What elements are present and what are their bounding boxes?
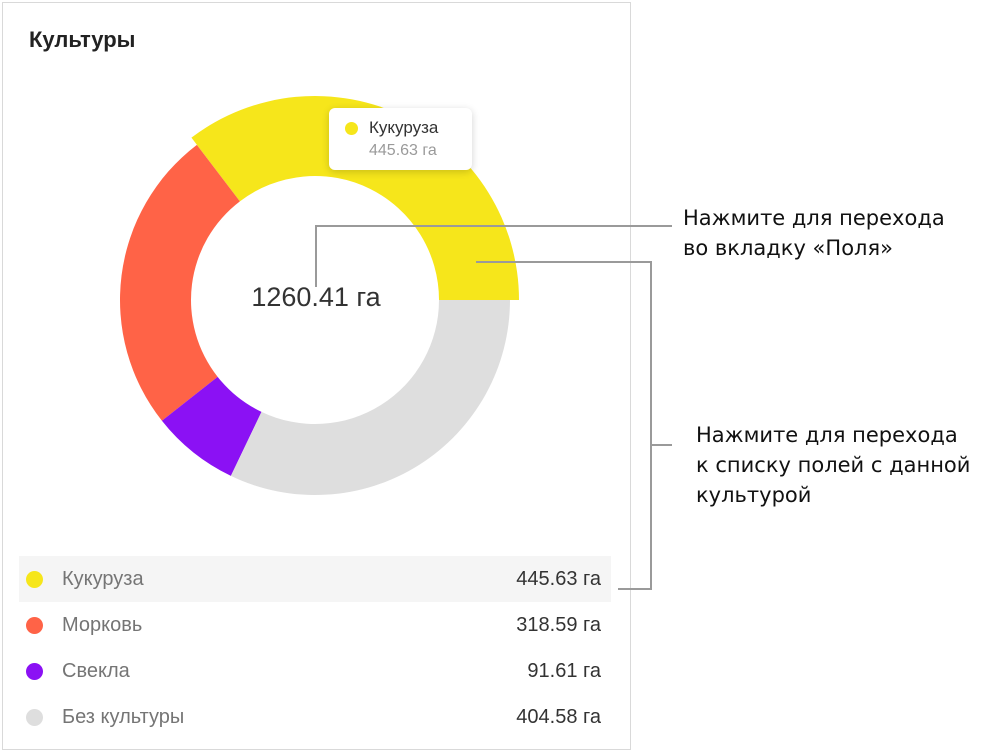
crops-legend: Кукуруза 445.63 га Морковь 318.59 га Све… (19, 556, 611, 740)
legend-color-dot (26, 570, 43, 588)
tooltip-color-dot (345, 122, 358, 135)
card-title: Культуры (29, 27, 136, 52)
crops-donut-chart[interactable] (0, 0, 640, 560)
donut-total-area[interactable]: 1260.41 га (251, 282, 381, 312)
annotation-list-hint: Нажмите для перехода к списку полей с да… (696, 420, 970, 510)
legend-item-no-crop[interactable]: Без культуры 404.58 га (19, 694, 611, 740)
legend-color-dot (26, 616, 43, 634)
donut-slice-no-crop[interactable] (230, 300, 510, 495)
legend-crop-name: Свекла (62, 659, 130, 682)
annotation-text-line: культурой (696, 483, 812, 507)
annotation-center-hint: Нажмите для перехода во вкладку «Поля» (683, 203, 945, 263)
chart-tooltip: Кукуруза 445.63 га (329, 108, 472, 170)
legend-item-carrot[interactable]: Морковь 318.59 га (19, 602, 611, 648)
legend-crop-area: 91.61 га (527, 659, 601, 682)
legend-crop-area: 318.59 га (516, 613, 601, 636)
annotation-text-line: во вкладку «Поля» (683, 236, 893, 260)
tooltip-crop-name: Кукуруза (369, 118, 439, 137)
annotation-text-line: к списку полей с данной (696, 453, 971, 477)
legend-crop-area: 445.63 га (516, 567, 601, 590)
legend-crop-area: 404.58 га (516, 705, 601, 728)
legend-crop-name: Морковь (62, 613, 143, 636)
legend-item-beet[interactable]: Свекла 91.61 га (19, 648, 611, 694)
legend-color-dot (26, 662, 43, 680)
legend-color-dot (26, 708, 43, 726)
tooltip-crop-area: 445.63 га (369, 142, 437, 159)
annotation-text-line: Нажмите для перехода (696, 423, 958, 447)
legend-item-corn[interactable]: Кукуруза 445.63 га (19, 556, 611, 602)
donut-slice-carrot[interactable] (120, 144, 240, 421)
annotation-text-line: Нажмите для перехода (683, 206, 945, 230)
donut-slice-beet[interactable] (161, 376, 262, 476)
legend-crop-name: Кукуруза (62, 567, 144, 590)
legend-crop-name: Без культуры (62, 705, 185, 728)
